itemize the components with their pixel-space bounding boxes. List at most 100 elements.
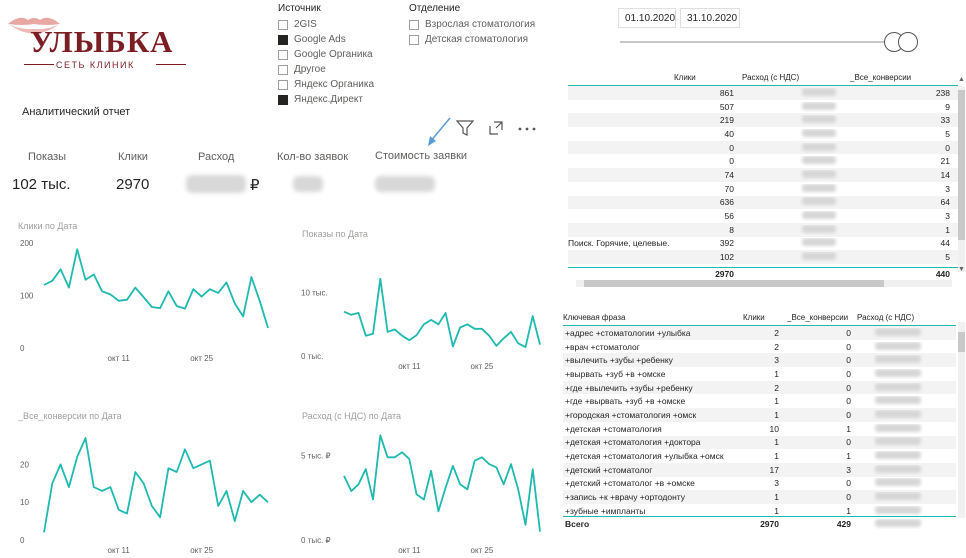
chart-impressions-title: Показы по Дата: [302, 229, 368, 239]
row-spend-redacted: [851, 464, 931, 475]
campaign-table-header: Клики Расход (с НДС) _Все_конверсии: [568, 70, 958, 86]
row-keyword: +детская +стоматология +доктора: [565, 437, 701, 448]
table-row[interactable]: +вылечить +зубы +ребенку 3 0: [563, 353, 956, 368]
row-spend-redacted: [734, 101, 842, 112]
col-kw-conversions[interactable]: _Все_конверсии: [787, 313, 849, 322]
source-slicer-item-label: Яндекс.Директ: [294, 94, 363, 105]
row-conversions: 0: [846, 368, 851, 379]
col-kw-spend[interactable]: Расход (с НДС): [857, 313, 915, 322]
series-line: [43, 437, 269, 533]
col-clicks[interactable]: Клики: [674, 73, 696, 82]
row-clicks: 1: [774, 368, 779, 379]
row-spend-redacted: [851, 382, 931, 393]
department-slicer-item[interactable]: Детская стоматология: [409, 32, 569, 47]
source-slicer-item[interactable]: Другое: [278, 62, 398, 77]
row-keyword: +городская +стоматология +омск: [565, 409, 697, 420]
keyword-table-vscroll[interactable]: [958, 322, 965, 518]
chart-conversions-title: _Все_конверсии по Дата: [18, 411, 122, 421]
table-row[interactable]: +детский +стоматолог +в +омске 3 0: [563, 477, 956, 491]
table-row[interactable]: +городская +стоматология +омск 1 0: [563, 408, 956, 422]
table-row[interactable]: 861 238: [568, 86, 958, 100]
table-row[interactable]: +запись +к +врачу +ортодонту 1 0: [563, 490, 956, 504]
date-slider-end-handle[interactable]: [898, 32, 918, 52]
impressions-by-date-chart: 10 тыс. 0 тыс. окт 11 окт 25: [301, 278, 541, 371]
row-conversions: 0: [846, 327, 851, 338]
clinic-logo: УЛЫБКА СЕТЬ КЛИНИК: [4, 8, 194, 70]
checkbox[interactable]: [278, 19, 288, 30]
checkbox[interactable]: [409, 19, 419, 30]
table-row[interactable]: 70 3: [568, 182, 958, 196]
table-row[interactable]: +врач +стоматолог 2 0: [563, 340, 956, 354]
source-slicer-item[interactable]: Яндекс Органика: [278, 77, 398, 92]
table-row[interactable]: Поиск. Горячие, целевые. 392 44: [568, 237, 958, 251]
row-clicks: 392: [719, 238, 734, 249]
table-row[interactable]: +адрес +стоматологии +улыбка 2 0: [563, 326, 956, 340]
more-options-icon[interactable]: [518, 126, 538, 132]
source-slicer-item[interactable]: 2GIS: [278, 17, 398, 32]
row-conversions: 1: [846, 451, 851, 462]
checkbox[interactable]: [278, 79, 288, 90]
checkbox[interactable]: [278, 49, 288, 60]
scroll-up-arrow-icon[interactable]: ▲: [958, 76, 965, 83]
table-row[interactable]: +зубные +импланты 1 1: [563, 504, 956, 518]
checkbox[interactable]: [278, 94, 288, 105]
total-clicks: 2970: [715, 269, 734, 280]
campaign-table-vscroll[interactable]: [958, 86, 965, 272]
focus-mode-icon[interactable]: [488, 120, 504, 136]
checkbox[interactable]: [409, 34, 419, 45]
department-slicer-item[interactable]: Взрослая стоматология: [409, 17, 569, 32]
table-row[interactable]: 219 33: [568, 113, 958, 128]
row-conversions: 238: [935, 87, 950, 98]
row-spend-redacted: [734, 115, 842, 125]
date-end-input[interactable]: 31.10.2020: [680, 8, 740, 28]
col-spend[interactable]: Расход (с НДС): [742, 73, 800, 82]
table-row[interactable]: 507 9: [568, 100, 958, 114]
row-spend-redacted: [734, 183, 842, 194]
campaign-table-hscroll[interactable]: [576, 280, 952, 287]
row-clicks: 861: [719, 87, 734, 98]
row-keyword: +адрес +стоматологии +улыбка: [565, 327, 691, 338]
table-row[interactable]: +где +вырвать +зуб +в +омске 1 0: [563, 394, 956, 408]
table-row[interactable]: 56 3: [568, 209, 958, 223]
col-kw-clicks[interactable]: Клики: [743, 313, 765, 322]
y-tick-label: 10 тыс.: [301, 289, 328, 298]
table-row[interactable]: +детская +стоматология +улыбка +омск 1 1: [563, 449, 956, 463]
x-tick-label: окт 25: [190, 354, 213, 363]
table-row[interactable]: 0 21: [568, 154, 958, 168]
y-tick-label: 0 тыс.: [301, 352, 323, 361]
table-row[interactable]: 40 5: [568, 127, 958, 141]
col-conversions[interactable]: _Все_конверсии: [850, 73, 912, 82]
table-row[interactable]: +детский +стоматолог 17 3: [563, 462, 956, 477]
table-row[interactable]: +детская +стоматология +доктора 1 0: [563, 435, 956, 450]
table-row[interactable]: +детская +стоматология 10 1: [563, 422, 956, 436]
filter-icon[interactable]: [456, 120, 474, 136]
row-spend-redacted: [851, 341, 931, 352]
row-spend-redacted: [734, 238, 842, 248]
date-range-slider[interactable]: [620, 41, 902, 43]
table-row[interactable]: +где +вылечить +зубы +ребенку 2 0: [563, 380, 956, 395]
checkbox[interactable]: [278, 34, 288, 45]
row-clicks: 1: [774, 492, 779, 503]
y-tick-label: 200: [20, 239, 34, 248]
col-keyword[interactable]: Ключевая фраза: [563, 313, 626, 322]
checkbox[interactable]: [278, 64, 288, 75]
source-slicer-item[interactable]: Яндекс.Директ: [278, 92, 398, 107]
table-row[interactable]: +вырвать +зуб +в +омске 1 0: [563, 367, 956, 381]
row-keyword: +детский +стоматолог: [565, 464, 653, 475]
scroll-down-arrow-icon[interactable]: ▼: [958, 266, 965, 273]
keyword-table-total: Всего 2970 429: [563, 516, 956, 530]
table-row[interactable]: 636 64: [568, 195, 958, 210]
row-spend-redacted: [734, 224, 842, 235]
keyword-table: Ключевая фраза Клики _Все_конверсии Расх…: [563, 310, 956, 556]
source-slicer-item[interactable]: Google Органика: [278, 47, 398, 62]
row-spend-redacted: [851, 396, 931, 406]
row-clicks: 2: [774, 341, 779, 352]
table-row[interactable]: 102 5: [568, 250, 958, 264]
source-slicer-item[interactable]: Google Ads: [278, 32, 398, 47]
row-clicks: 0: [729, 156, 734, 167]
date-start-input[interactable]: 01.10.2020: [618, 8, 676, 28]
row-clicks: 1: [774, 396, 779, 407]
table-row[interactable]: 74 14: [568, 168, 958, 182]
